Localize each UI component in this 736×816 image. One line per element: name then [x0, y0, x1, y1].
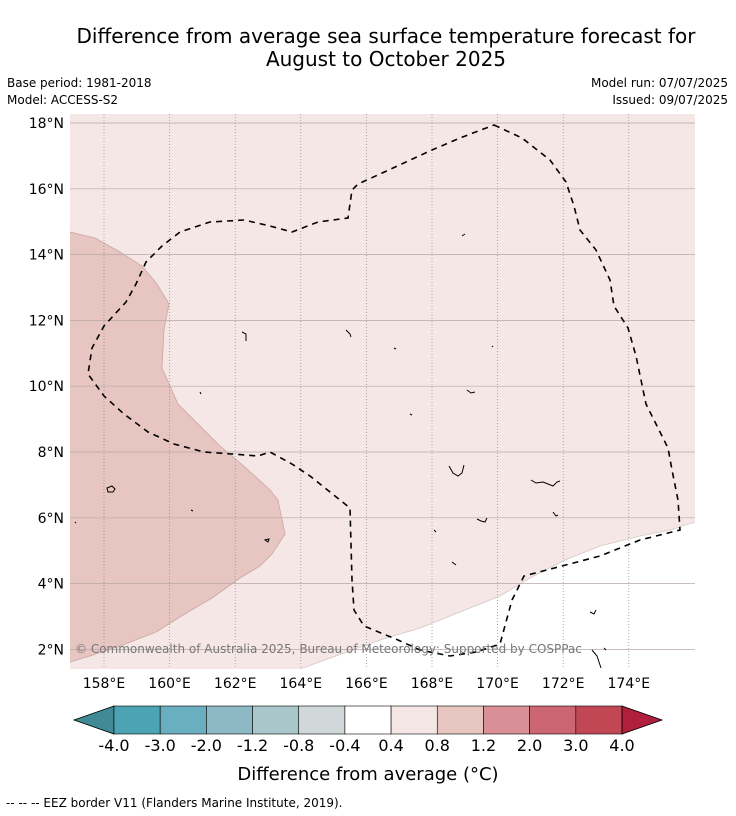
- anomaly-contour-0.8: [70, 231, 286, 663]
- island-outline: [603, 647, 607, 651]
- colorbar-tick-label: 2.0: [517, 736, 542, 755]
- colorbar-extend-low: [72, 705, 115, 735]
- island-outline: [476, 517, 488, 523]
- map-frame: © Commonwealth of Australia 2025, Bureau…: [29, 114, 695, 692]
- latitude-label: 4°N: [38, 577, 64, 593]
- island-outline: [591, 649, 602, 669]
- colorbar-tick-label: 4.0: [609, 736, 634, 755]
- longitude-label: 164°E: [280, 676, 323, 692]
- island-outline: [552, 511, 559, 517]
- latitude-label: 8°N: [38, 445, 64, 461]
- colorbar-swatch: [344, 705, 392, 735]
- island-outline: [241, 331, 247, 341]
- latitude-label: 12°N: [29, 313, 64, 329]
- colorbar: -4.0 -3.0 -2.0 -1.2 -0.8 -0.4 0.4 0.8 1.2 2.0 3.0 4…: [72, 705, 664, 755]
- colorbar-extend-high: [621, 705, 664, 735]
- longitude-label: 166°E: [345, 676, 388, 692]
- base-period-label: Base period: 1981-2018: [7, 76, 152, 90]
- colorbar-tick-label: 3.0: [563, 736, 588, 755]
- colorbar-tick-label: -0.8: [283, 736, 314, 755]
- island-outline: [263, 538, 270, 543]
- island-outline: [461, 233, 466, 237]
- colorbar-tick-label: 0.4: [378, 736, 403, 755]
- latitude-labels: 18°N 16°N 14°N 12°N 10°N 8°N 6°N 4°N 2°N: [29, 116, 64, 658]
- longitude-gridlines: [103, 114, 630, 669]
- island-outline: [491, 345, 494, 348]
- latitude-label: 6°N: [38, 511, 64, 527]
- colorbar-tick-label: -3.0: [145, 736, 176, 755]
- colorbar-tick-label: -0.4: [329, 736, 360, 755]
- colorbar-swatch: [159, 705, 207, 735]
- island-outline: [451, 561, 457, 566]
- anomaly-band-neutral: [300, 522, 695, 669]
- colorbar-swatch: [252, 705, 300, 735]
- colorbar-tick-label: -2.0: [191, 736, 222, 755]
- islands-layer: [74, 233, 607, 669]
- longitude-label: 170°E: [476, 676, 519, 692]
- anomaly-fill-layer: [70, 114, 695, 669]
- latitude-label: 18°N: [29, 116, 64, 132]
- model-label: Model: ACCESS-S2: [7, 93, 119, 107]
- eez-border: [87, 124, 681, 657]
- island-outline: [106, 485, 116, 493]
- island-outline: [199, 391, 202, 395]
- colorbar-tick-label: -1.2: [237, 736, 268, 755]
- colorbar-swatch: [113, 705, 161, 735]
- island-outline: [448, 464, 465, 477]
- latitude-label: 14°N: [29, 248, 64, 264]
- map-title-line-1: Difference from average sea surface temp…: [76, 24, 696, 48]
- longitude-label: 174°E: [608, 676, 651, 692]
- colorbar-tick-label: 0.8: [425, 736, 450, 755]
- island-outline: [409, 413, 413, 416]
- latitude-label: 16°N: [29, 182, 64, 198]
- colorbar-tick-label: 1.2: [471, 736, 496, 755]
- colorbar-swatch: [298, 705, 346, 735]
- colorbar-swatch: [575, 705, 623, 735]
- latitude-gridlines: [70, 122, 695, 650]
- anomaly-contour-0.4: [299, 521, 695, 669]
- colorbar-title: Difference from average (°C): [237, 764, 498, 785]
- colorbar-swatch: [206, 705, 253, 735]
- longitude-label: 160°E: [148, 676, 191, 692]
- island-outline: [589, 609, 597, 615]
- longitude-label: 158°E: [83, 676, 126, 692]
- anomaly-band-0.8-1.2: [70, 232, 285, 662]
- island-outline: [530, 479, 561, 487]
- island-outline: [433, 529, 437, 533]
- colorbar-swatch: [390, 705, 438, 735]
- colorbar-swatch: [483, 705, 530, 735]
- island-outline: [393, 347, 397, 350]
- island-outline: [190, 509, 194, 512]
- issued-label: Issued: 09/07/2025: [612, 93, 728, 107]
- latitude-label: 10°N: [29, 379, 64, 395]
- eez-legend-footnote: -- -- -- EEZ border V11 (Flanders Marine…: [6, 796, 343, 810]
- longitude-label: 162°E: [214, 676, 257, 692]
- copyright-notice: © Commonwealth of Australia 2025, Bureau…: [75, 642, 582, 656]
- longitude-labels: 158°E 160°E 162°E 164°E 166°E 168°E 170°E 172°E…: [83, 676, 650, 692]
- colorbar-swatch: [529, 705, 577, 735]
- model-run-label: Model run: 07/07/2025: [590, 76, 728, 90]
- colorbar-tick-label: -4.0: [98, 736, 129, 755]
- latitude-label: 2°N: [38, 642, 64, 658]
- island-outline: [74, 521, 77, 524]
- longitude-label: 168°E: [411, 676, 454, 692]
- island-outline: [466, 389, 476, 394]
- longitude-label: 172°E: [542, 676, 585, 692]
- colorbar-swatch: [436, 705, 484, 735]
- island-outline: [345, 329, 352, 338]
- map-title-line-2: August to October 2025: [265, 47, 507, 71]
